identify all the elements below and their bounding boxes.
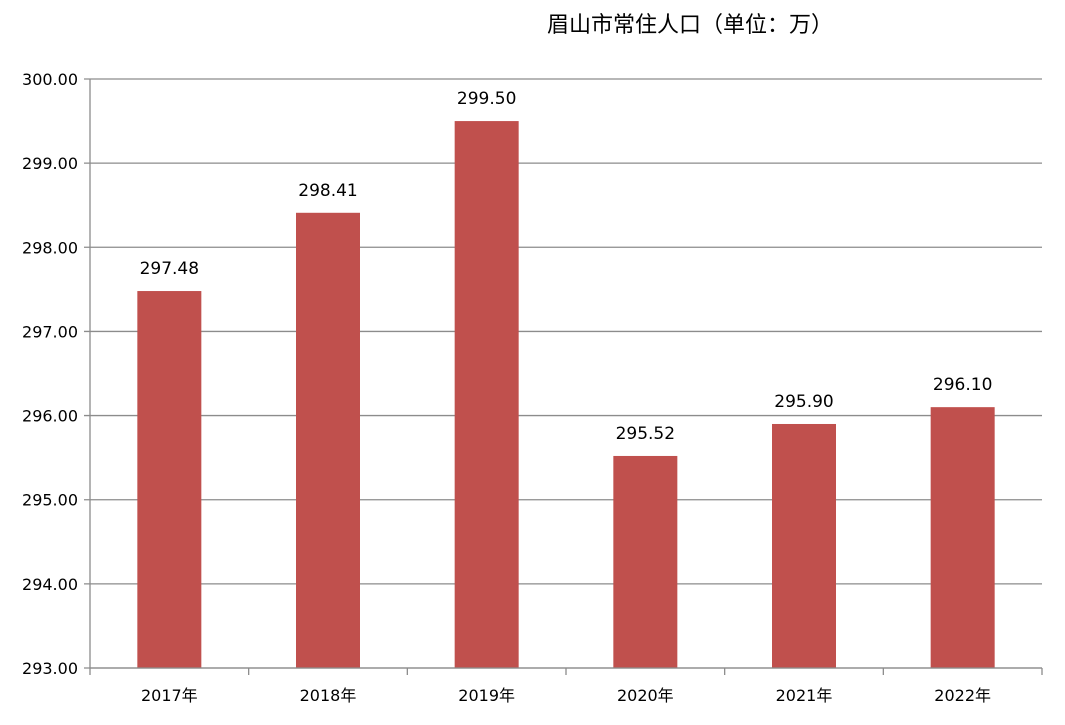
y-tick-label: 295.00 — [22, 491, 78, 510]
data-label: 295.90 — [774, 392, 833, 412]
x-tick-label: 2020年 — [617, 686, 674, 705]
data-labels: 297.48 298.41 299.50 295.52 295.90 296.10 — [140, 89, 993, 444]
bars — [137, 121, 995, 669]
bar — [613, 455, 678, 668]
y-tick-label: 293.00 — [22, 659, 78, 678]
bar — [454, 121, 519, 669]
x-tick-label: 2021年 — [776, 686, 833, 705]
y-tick-label: 296.00 — [22, 407, 78, 426]
bar — [930, 407, 995, 668]
bar — [296, 212, 360, 668]
x-axis: 2017年 2018年 2019年 2020年 2021年 2022年 — [89, 667, 1043, 705]
y-tick-label: 294.00 — [22, 575, 78, 594]
bar — [137, 291, 202, 668]
x-tick-label: 2018年 — [300, 686, 357, 705]
chart-title: 眉山市常住人口（单位：万） — [547, 13, 833, 38]
y-axis: 293.00 294.00 295.00 296.00 297.00 298.00 299.… — [22, 70, 91, 678]
x-tick-label: 2022年 — [934, 686, 991, 705]
bar — [772, 423, 836, 668]
gridlines — [84, 78, 1042, 669]
data-label: 299.50 — [457, 89, 516, 109]
data-label: 295.52 — [616, 424, 675, 444]
x-tick-label: 2017年 — [141, 686, 198, 705]
y-tick-label: 299.00 — [22, 154, 78, 173]
y-tick-label: 298.00 — [22, 238, 78, 257]
y-tick-label: 300.00 — [22, 70, 78, 89]
y-tick-label: 297.00 — [22, 322, 78, 341]
data-label: 298.41 — [298, 181, 357, 201]
data-label: 296.10 — [933, 375, 992, 395]
data-label: 297.48 — [140, 259, 199, 279]
x-tick-label: 2019年 — [458, 686, 515, 705]
